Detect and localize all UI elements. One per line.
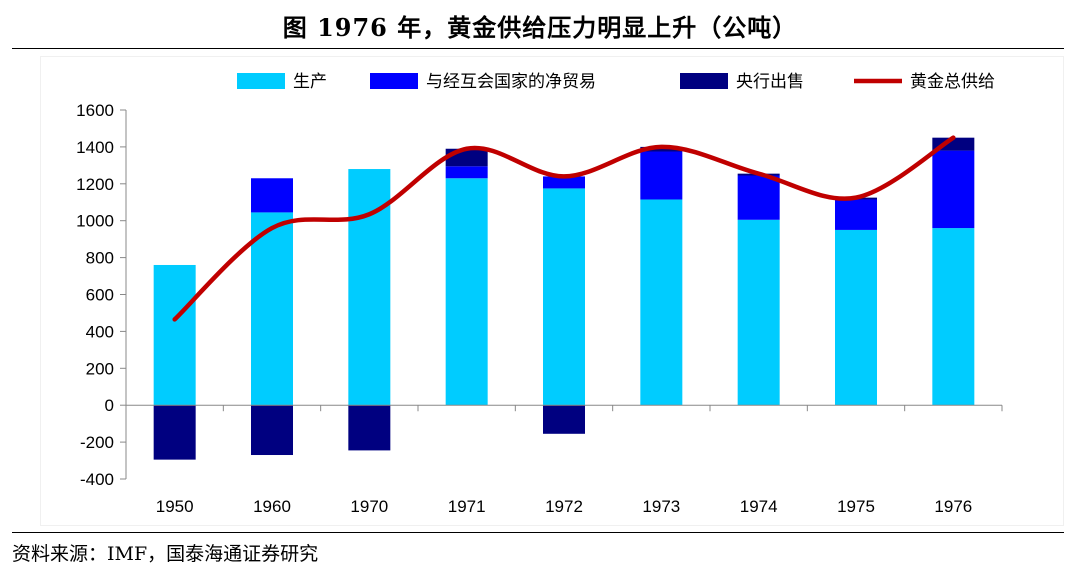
legend-swatch <box>370 73 418 89</box>
y-tick-label: 1400 <box>76 138 114 157</box>
y-tick-label: -400 <box>80 470 114 489</box>
total-supply-line <box>172 135 956 322</box>
line-layer <box>172 135 956 322</box>
legend: 生产 与经互会国家的净贸易 央行出售 黄金总供给 <box>237 72 995 92</box>
x-tick-label: 1971 <box>448 497 486 516</box>
title-divider <box>12 48 1064 49</box>
x-tick-label: 1972 <box>545 497 583 516</box>
source-note: 资料来源：IMF，国泰海通证券研究 <box>12 543 319 565</box>
legend-label: 央行出售 <box>736 72 804 92</box>
bar-segment <box>640 146 683 152</box>
x-axis: 1950 1960 1970 1971 1972 1973 1974 1975 1976 <box>125 404 1003 516</box>
legend-swatch <box>680 73 728 89</box>
y-tick-label: 200 <box>86 359 114 378</box>
legend-label: 生产 <box>293 72 327 92</box>
bar-segment <box>543 405 585 434</box>
bar-segment <box>251 212 293 406</box>
bar-segment <box>153 405 196 460</box>
bar-segment <box>445 148 488 167</box>
bar-segment <box>543 176 585 189</box>
chart-title: 图 1976 年，黄金供给压力明显上升（公吨） <box>282 13 798 42</box>
legend-swatch <box>237 73 285 89</box>
x-tick-label: 1950 <box>156 497 194 516</box>
y-tick-label: 1600 <box>76 101 114 120</box>
bar-segment <box>251 178 293 213</box>
y-tick-label: 1000 <box>76 212 114 231</box>
x-tick-label: 1976 <box>934 497 972 516</box>
source-divider <box>12 532 1064 533</box>
x-tick-label: 1975 <box>837 497 875 516</box>
bar-segment <box>932 228 975 406</box>
x-tick-label: 1974 <box>740 497 778 516</box>
bars <box>153 137 975 460</box>
bar-segment <box>932 150 975 229</box>
chart-area <box>40 56 1064 526</box>
y-tick-label: 600 <box>86 286 114 305</box>
legend-label: 与经互会国家的净贸易 <box>426 72 596 92</box>
x-tick-label: 1960 <box>253 497 291 516</box>
bar-segment <box>153 264 196 406</box>
bar-segment <box>640 151 683 200</box>
bar-segment <box>445 178 488 406</box>
y-tick-label: -200 <box>80 433 114 452</box>
y-axis: -400 -200 0 200 400 600 800 1000 1200 1400 1600 <box>76 101 127 489</box>
x-tick-label: 1973 <box>642 497 680 516</box>
y-tick-label: 1200 <box>76 175 114 194</box>
y-tick-label: 400 <box>86 322 114 341</box>
bar-segment <box>835 229 877 406</box>
bar-segment <box>348 405 391 451</box>
bar-segment <box>543 188 585 406</box>
bar-segment <box>737 219 780 406</box>
bar-segment <box>640 199 683 406</box>
bar-segment <box>445 166 488 179</box>
y-tick-label: 0 <box>105 396 114 415</box>
y-tick-label: 800 <box>86 249 114 268</box>
bar-segment <box>737 175 780 220</box>
bar-segment <box>835 199 877 230</box>
bar-segment <box>251 405 293 456</box>
x-tick-label: 1970 <box>350 497 388 516</box>
legend-label: 黄金总供给 <box>910 72 995 92</box>
